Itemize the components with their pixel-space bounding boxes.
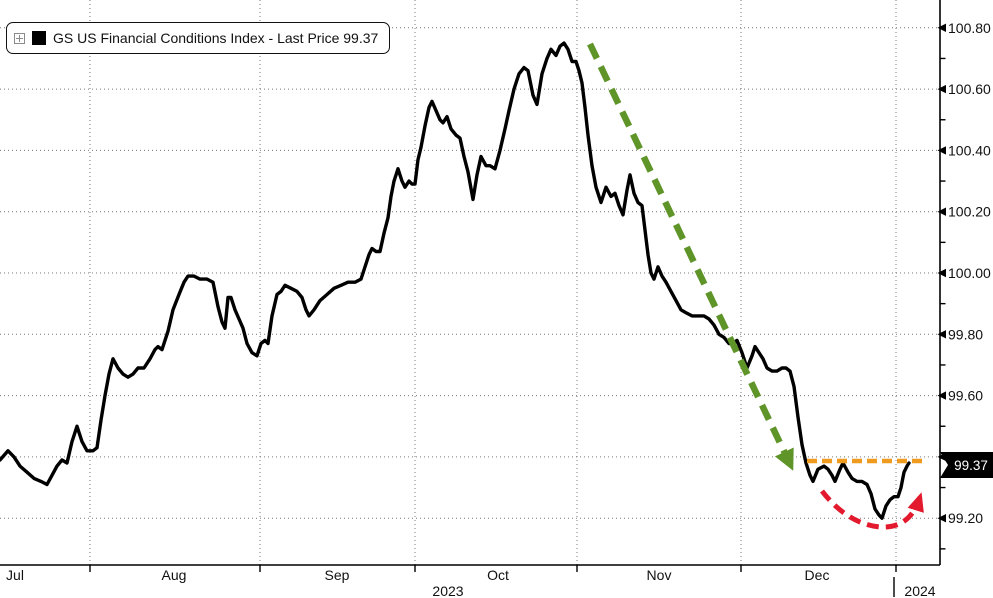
series-line (0, 41, 911, 520)
gridlines (0, 0, 940, 565)
y-tick-arrow-icon (937, 268, 946, 278)
last-price-tag: 99.37 (940, 452, 993, 478)
month-label: Nov (647, 567, 672, 583)
month-label: Jul (6, 567, 24, 583)
red-rebound-arrow (820, 489, 924, 530)
price-tag-value: 99.37 (954, 458, 988, 473)
y-tick-arrow-icon (937, 23, 946, 32)
y-tick-arrow-icon (937, 207, 946, 216)
month-label: Oct (487, 567, 509, 583)
y-axis-label: 100.60 (948, 81, 991, 97)
y-axis-label: 99.80 (948, 326, 983, 342)
y-tick-arrow-icon (937, 84, 946, 94)
y-tick-arrow-icon (937, 391, 946, 400)
legend-label: GS US Financial Conditions Index - Last … (53, 30, 379, 46)
month-label: Dec (805, 567, 830, 583)
y-axis-label: 100.00 (948, 265, 991, 281)
y-axis-label: 100.20 (948, 204, 991, 220)
month-label: Aug (162, 567, 187, 583)
month-label: Sep (325, 567, 350, 583)
green-downtrend-arrow (587, 42, 794, 471)
price-tag-shape (940, 452, 993, 478)
y-tick-arrow-icon (937, 146, 946, 155)
series-swatch (32, 31, 46, 45)
legend-expand-icon[interactable] (14, 32, 25, 44)
year-label: 2023 (432, 583, 463, 598)
annotation-layer (587, 42, 926, 530)
y-axis-label: 99.20 (948, 510, 983, 526)
y-axis-label: 100.40 (948, 142, 991, 158)
series-layer (0, 41, 911, 520)
y-tick-arrow-icon (937, 330, 946, 339)
year-label: 2024 (904, 583, 935, 598)
y-tick-arrow-icon (937, 514, 946, 523)
legend-box[interactable]: GS US Financial Conditions Index - Last … (6, 22, 391, 54)
y-axis-label: 99.60 (948, 388, 983, 404)
y-axis-label: 100.80 (948, 20, 991, 36)
